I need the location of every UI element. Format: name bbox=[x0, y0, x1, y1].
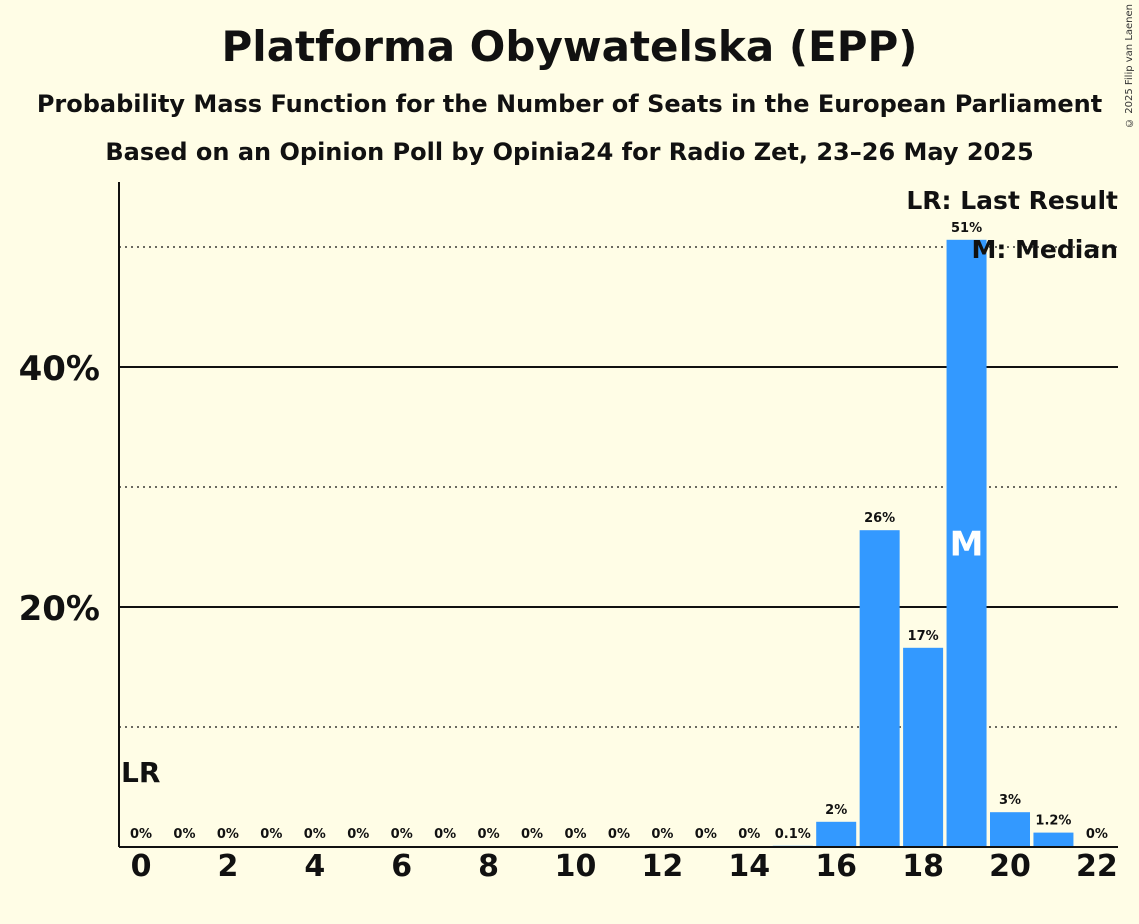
value-label: 0% bbox=[130, 827, 152, 842]
x-tick-label: 4 bbox=[304, 849, 325, 884]
x-tick-label: 20 bbox=[989, 849, 1031, 884]
y-tick-label: 40% bbox=[19, 349, 100, 389]
value-label: 17% bbox=[908, 629, 939, 644]
value-label: 0% bbox=[478, 827, 500, 842]
value-label: 51% bbox=[951, 221, 982, 236]
bar-seat-21 bbox=[1033, 832, 1074, 847]
bar-seat-17 bbox=[859, 530, 900, 847]
y-tick-label: 20% bbox=[19, 589, 100, 629]
legend-last-result: LR: Last Result bbox=[906, 186, 1118, 215]
chart-subtitle: Probability Mass Function for the Number… bbox=[36, 90, 1103, 118]
value-label: 0% bbox=[391, 827, 413, 842]
x-tick-label: 22 bbox=[1076, 849, 1118, 884]
value-label: 0% bbox=[738, 827, 760, 842]
legend-median: M: Median bbox=[971, 235, 1118, 264]
value-label: 0% bbox=[304, 827, 326, 842]
last-result-marker: LR bbox=[121, 756, 160, 789]
value-label: 2% bbox=[825, 803, 847, 818]
value-label: 0% bbox=[651, 827, 673, 842]
value-label: 3% bbox=[999, 793, 1021, 808]
bar-seat-16 bbox=[816, 821, 857, 847]
value-label: 0% bbox=[608, 827, 630, 842]
x-tick-label: 6 bbox=[391, 849, 412, 884]
value-label: 1.2% bbox=[1035, 814, 1071, 829]
x-tick-label: 2 bbox=[217, 849, 238, 884]
chart-source: Based on an Opinion Poll by Opinia24 for… bbox=[105, 138, 1034, 166]
value-label: 0% bbox=[347, 827, 369, 842]
x-tick-label: 12 bbox=[642, 849, 684, 884]
value-label: 0% bbox=[521, 827, 543, 842]
value-label: 0% bbox=[217, 827, 239, 842]
value-label: 0% bbox=[434, 827, 456, 842]
chart-title: Platforma Obywatelska (EPP) bbox=[221, 22, 918, 71]
x-tick-label: 10 bbox=[555, 849, 597, 884]
value-label: 0% bbox=[695, 827, 717, 842]
x-tick-label: 0 bbox=[131, 849, 152, 884]
value-label: 26% bbox=[864, 511, 895, 526]
x-tick-label: 16 bbox=[815, 849, 857, 884]
value-label: 0% bbox=[173, 827, 195, 842]
value-label: 0.1% bbox=[775, 827, 811, 842]
value-label: 0% bbox=[1086, 827, 1108, 842]
bar-seat-18 bbox=[903, 647, 944, 847]
bar-seat-20 bbox=[990, 812, 1030, 847]
bar-seat-19 bbox=[946, 239, 987, 848]
x-tick-label: 18 bbox=[902, 849, 944, 884]
value-label: 0% bbox=[260, 827, 282, 842]
median-marker: M bbox=[950, 524, 984, 564]
x-tick-label: 8 bbox=[478, 849, 499, 884]
x-tick-label: 14 bbox=[728, 849, 770, 884]
value-label: 0% bbox=[564, 827, 586, 842]
